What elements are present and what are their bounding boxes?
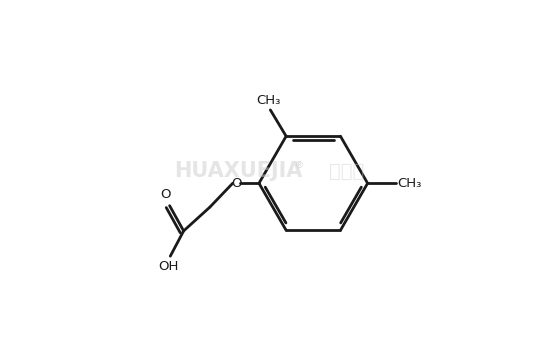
Text: CH₃: CH₃ xyxy=(256,94,281,107)
Text: ®: ® xyxy=(295,161,304,170)
Text: O: O xyxy=(231,177,241,190)
Text: HUAXUEJIA: HUAXUEJIA xyxy=(174,161,302,181)
Text: CH₃: CH₃ xyxy=(398,177,422,190)
Text: OH: OH xyxy=(158,260,179,273)
Text: 化学加: 化学加 xyxy=(329,162,364,180)
Text: O: O xyxy=(160,188,171,201)
